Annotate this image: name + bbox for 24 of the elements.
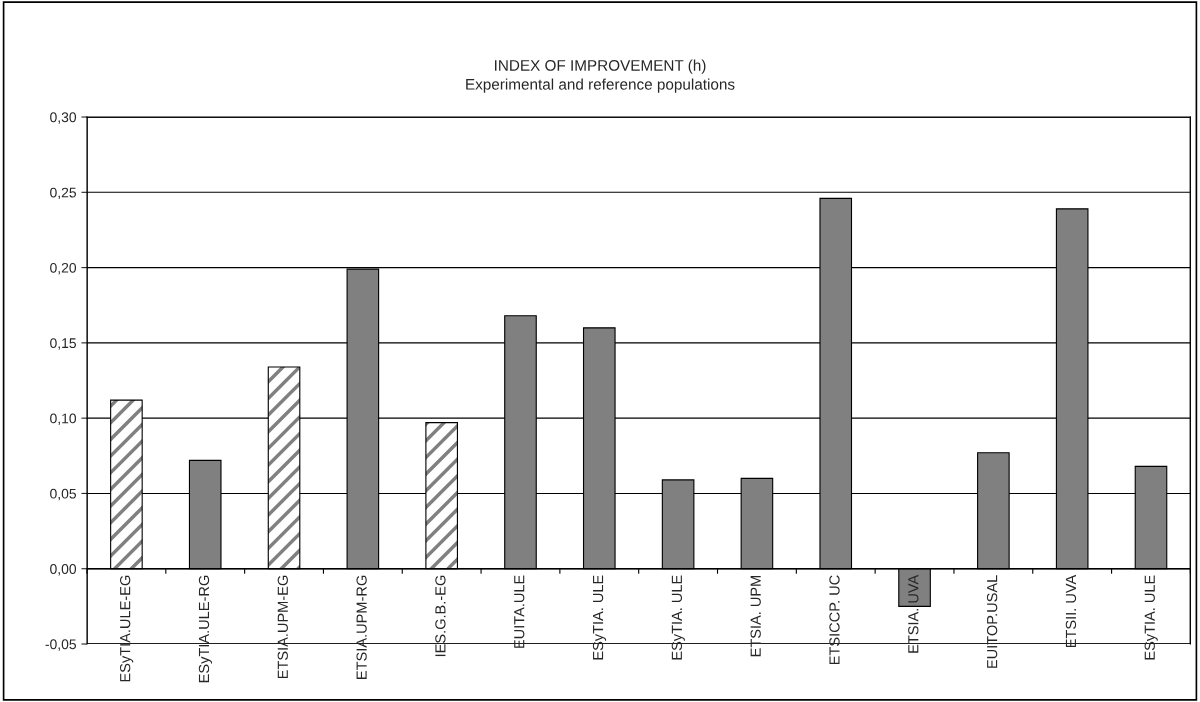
y-tick-label: 0,20	[50, 262, 77, 275]
y-tick-label: -0,05	[45, 639, 76, 651]
y-tick-label: 0,00	[50, 564, 77, 576]
x-tick-label: ESyTIA. ULE	[671, 575, 685, 660]
x-tick-label: EUITA.ULE	[514, 575, 525, 648]
x-tick-label: ESyTIA.ULE-RG	[198, 575, 213, 683]
x-tick-label: ETSII. UVA	[1065, 574, 1077, 648]
x-tick-label: ETSIA.UPM-EG	[277, 575, 288, 679]
x-tick-label: ETSIA.UPM-RG	[356, 575, 367, 679]
x-tick-label: ESyTIA. ULE	[592, 575, 607, 660]
chart-subtitle: Experimental and reference populations	[466, 78, 735, 93]
x-tick-label: ESyTIA.ULE-EG	[120, 575, 134, 682]
y-tick-label: 0,15	[50, 338, 76, 350]
x-tick-label: ESyTIA. ULE	[1144, 575, 1158, 660]
y-tick-label: 0,25	[50, 187, 76, 200]
x-tick-label: IES.G.B.-EG	[435, 575, 446, 657]
x-tick-label: ETSIA. UPM	[750, 575, 761, 657]
y-tick-label: 0,10	[50, 413, 77, 425]
x-tick-label: ETSICCP. UC	[829, 575, 840, 665]
chart-title: INDEX OF IMPROVEMENT (h)	[495, 59, 706, 74]
y-tick-label: 0,05	[50, 488, 76, 501]
y-tick-label: 0,30	[50, 112, 77, 124]
x-tick-label: EUITOP.USAL	[986, 575, 998, 668]
x-tick-label: ETSIA. UVA	[908, 574, 919, 653]
